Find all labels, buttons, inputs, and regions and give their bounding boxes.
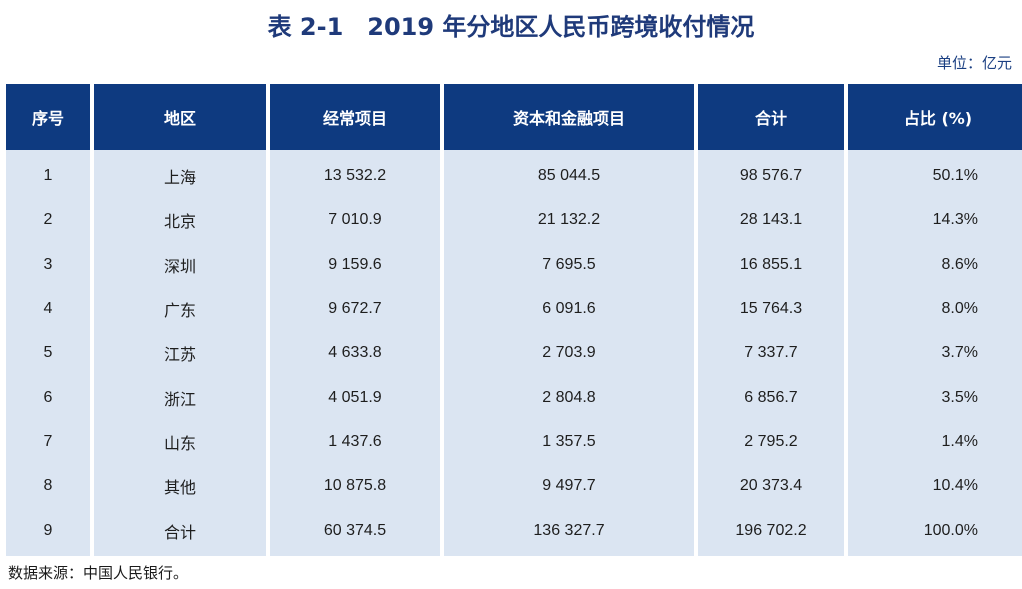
- table-row: 8 其他 10 875.8 9 497.7 20 373.4 10.4%: [6, 464, 1022, 509]
- cell-share: 100.0%: [848, 508, 1022, 556]
- cell-share: 3.5%: [848, 375, 1022, 420]
- column-header-index: 序号: [6, 84, 90, 150]
- cell-region: 江苏: [94, 331, 266, 376]
- table-title: 表 2-1 2019 年分地区人民币跨境收付情况: [267, 13, 755, 41]
- column-header-region: 地区: [94, 84, 266, 150]
- table-header-row: 序号 地区 经常项目 资本和金融项目 合计 占比 (%): [6, 84, 1022, 150]
- cell-current-account: 60 374.5: [270, 508, 440, 556]
- cell-current-account: 9 159.6: [270, 242, 440, 287]
- cell-total: 15 764.3: [698, 286, 844, 332]
- cell-capital-financial: 2 804.8: [444, 375, 694, 420]
- cell-current-account: 13 532.2: [270, 150, 440, 199]
- cell-region: 广东: [94, 286, 266, 332]
- cell-share: 10.4%: [848, 464, 1022, 509]
- column-header-share: 占比 (%): [848, 84, 1022, 150]
- cell-total: 28 143.1: [698, 198, 844, 243]
- cell-current-account: 1 437.6: [270, 419, 440, 465]
- cell-current-account: 10 875.8: [270, 464, 440, 509]
- cell-capital-financial: 6 091.6: [444, 286, 694, 332]
- cell-current-account: 9 672.7: [270, 286, 440, 332]
- cell-index: 4: [6, 286, 90, 332]
- cell-region: 北京: [94, 198, 266, 243]
- cell-total: 98 576.7: [698, 150, 844, 199]
- column-header-total: 合计: [698, 84, 844, 150]
- cell-share: 8.0%: [848, 286, 1022, 332]
- data-table: 序号 地区 经常项目 资本和金融项目 合计 占比 (%) 1 上海 13 532.2…: [2, 84, 1022, 556]
- cell-total: 2 795.2: [698, 419, 844, 465]
- cell-capital-financial: 85 044.5: [444, 150, 694, 199]
- cell-share: 3.7%: [848, 331, 1022, 376]
- cell-total: 16 855.1: [698, 242, 844, 287]
- table-row: 3 深圳 9 159.6 7 695.5 16 855.1 8.6%: [6, 242, 1022, 287]
- cell-region: 深圳: [94, 242, 266, 287]
- cell-capital-financial: 9 497.7: [444, 464, 694, 509]
- cell-capital-financial: 2 703.9: [444, 331, 694, 376]
- cell-region: 合计: [94, 508, 266, 556]
- cell-total: 6 856.7: [698, 375, 844, 420]
- cell-total: 7 337.7: [698, 331, 844, 376]
- cell-capital-financial: 21 132.2: [444, 198, 694, 243]
- cell-index: 6: [6, 375, 90, 420]
- unit-label: 单位：亿元: [936, 54, 1012, 72]
- cell-index: 7: [6, 419, 90, 465]
- cell-current-account: 7 010.9: [270, 198, 440, 243]
- source-note: 数据来源：中国人民银行。: [8, 564, 189, 582]
- table-row: 7 山东 1 437.6 1 357.5 2 795.2 1.4%: [6, 419, 1022, 465]
- table-row: 1 上海 13 532.2 85 044.5 98 576.7 50.1%: [6, 150, 1022, 199]
- cell-share: 1.4%: [848, 419, 1022, 465]
- cell-index: 9: [6, 508, 90, 556]
- table-row: 4 广东 9 672.7 6 091.6 15 764.3 8.0%: [6, 286, 1022, 332]
- cell-total: 196 702.2: [698, 508, 844, 556]
- cell-index: 5: [6, 331, 90, 376]
- cell-capital-financial: 1 357.5: [444, 419, 694, 465]
- cell-share: 50.1%: [848, 150, 1022, 199]
- cell-index: 3: [6, 242, 90, 287]
- table-row: 9 合计 60 374.5 136 327.7 196 702.2 100.0%: [6, 508, 1022, 556]
- cell-index: 2: [6, 198, 90, 243]
- cell-index: 1: [6, 150, 90, 199]
- cell-region: 浙江: [94, 375, 266, 420]
- cell-region: 其他: [94, 464, 266, 509]
- table-row: 2 北京 7 010.9 21 132.2 28 143.1 14.3%: [6, 198, 1022, 243]
- column-header-current-account: 经常项目: [270, 84, 440, 150]
- table-row: 6 浙江 4 051.9 2 804.8 6 856.7 3.5%: [6, 375, 1022, 420]
- table-row: 5 江苏 4 633.8 2 703.9 7 337.7 3.7%: [6, 331, 1022, 376]
- cell-current-account: 4 051.9: [270, 375, 440, 420]
- cell-index: 8: [6, 464, 90, 509]
- cell-capital-financial: 136 327.7: [444, 508, 694, 556]
- cell-current-account: 4 633.8: [270, 331, 440, 376]
- cell-share: 8.6%: [848, 242, 1022, 287]
- cell-region: 山东: [94, 419, 266, 465]
- cell-region: 上海: [94, 150, 266, 199]
- cell-share: 14.3%: [848, 198, 1022, 243]
- cell-total: 20 373.4: [698, 464, 844, 509]
- column-header-capital-financial: 资本和金融项目: [444, 84, 694, 150]
- cell-capital-financial: 7 695.5: [444, 242, 694, 287]
